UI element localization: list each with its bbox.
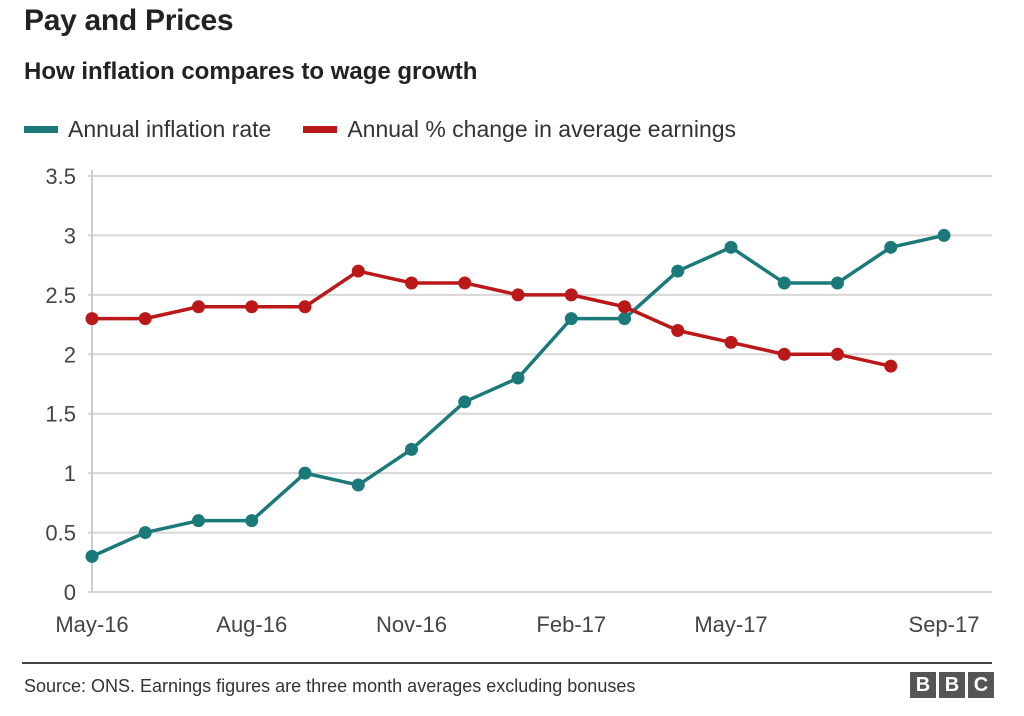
legend-label-inflation: Annual inflation rate xyxy=(68,116,272,142)
data-point xyxy=(671,264,685,278)
y-tick-label: 0.5 xyxy=(45,521,76,546)
legend-item-earnings: Annual % change in average earnings xyxy=(303,116,736,143)
y-tick-label: 0 xyxy=(64,580,76,605)
logo-letter: B xyxy=(910,672,936,698)
data-point xyxy=(564,312,578,326)
data-point xyxy=(618,312,631,326)
data-point xyxy=(777,276,791,290)
data-point xyxy=(405,276,418,290)
data-point xyxy=(777,347,791,361)
y-tick-label: 3.5 xyxy=(45,164,76,189)
chart-subtitle: How inflation compares to wage growth xyxy=(24,58,478,85)
chart-title: Pay and Prices xyxy=(24,4,234,37)
data-point xyxy=(884,359,898,373)
x-tick-label: Aug-16 xyxy=(216,612,287,637)
source-note: Source: ONS. Earnings figures are three … xyxy=(24,676,636,696)
data-point xyxy=(405,442,418,456)
logo-letter: B xyxy=(939,672,965,698)
bbc-logo: B B C xyxy=(907,672,994,698)
x-tick-label: Nov-16 xyxy=(376,612,447,637)
data-point xyxy=(138,312,152,326)
footer-divider xyxy=(22,662,992,664)
data-point xyxy=(351,478,365,492)
data-point xyxy=(884,240,898,254)
data-point xyxy=(831,276,844,290)
data-point xyxy=(192,300,205,314)
data-point xyxy=(458,276,472,290)
legend-swatch-earnings xyxy=(303,126,338,133)
data-point xyxy=(351,264,365,278)
data-point xyxy=(724,335,738,349)
series-line-1 xyxy=(92,269,892,368)
series-line-0 xyxy=(91,233,945,558)
data-point xyxy=(245,300,259,314)
legend-swatch-inflation xyxy=(24,126,58,133)
data-point xyxy=(937,228,951,242)
data-point xyxy=(511,288,525,302)
data-point xyxy=(618,300,631,314)
y-tick-label: 1.5 xyxy=(45,402,76,427)
data-point xyxy=(245,514,259,528)
legend-item-inflation: Annual inflation rate xyxy=(24,116,271,143)
y-tick-label: 1 xyxy=(64,461,76,486)
data-point xyxy=(298,300,312,314)
data-point xyxy=(85,549,99,563)
y-tick-label: 2.5 xyxy=(45,283,76,308)
line-chart: 0 0.5 1 1.5 2 2.5 3 3.5 May-16 Aug-16 Nov-16 Feb-17… xyxy=(45,164,992,637)
legend-label-earnings: Annual % change in average earnings xyxy=(347,116,737,142)
data-point xyxy=(458,395,472,409)
logo-letter: C xyxy=(968,672,994,698)
data-point xyxy=(298,466,312,480)
y-tick-label: 3 xyxy=(64,223,76,248)
y-tick-label: 2 xyxy=(64,342,76,367)
data-point xyxy=(671,324,685,338)
data-point xyxy=(831,347,844,361)
x-tick-label: May-17 xyxy=(694,612,767,637)
x-tick-label: Feb-17 xyxy=(536,612,606,637)
data-point xyxy=(192,514,205,528)
data-point xyxy=(564,288,578,302)
data-point xyxy=(138,526,152,540)
x-tick-label: Sep-17 xyxy=(909,612,980,637)
legend: Annual inflation rate Annual % change in… xyxy=(24,116,768,143)
data-point xyxy=(511,371,525,385)
x-tick-label: May-16 xyxy=(55,612,128,637)
data-point xyxy=(724,240,738,254)
data-point xyxy=(85,312,99,326)
